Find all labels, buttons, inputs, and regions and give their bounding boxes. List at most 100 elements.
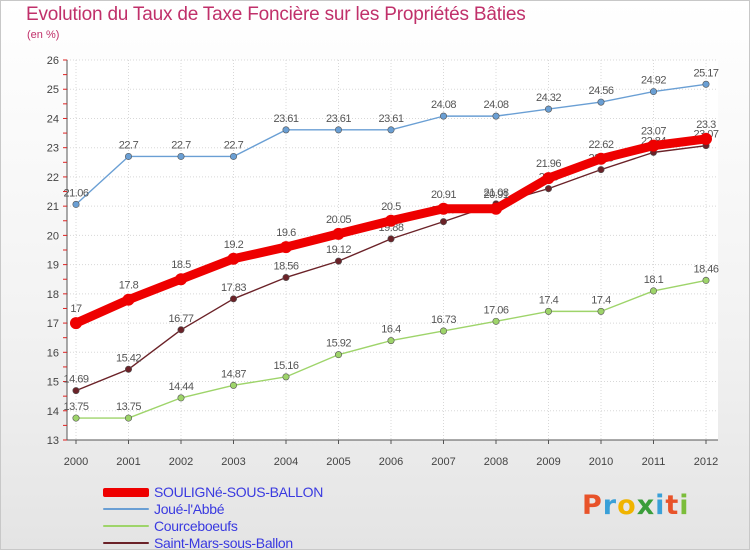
legend-swatch (103, 508, 149, 510)
data-label: 16.77 (168, 313, 193, 325)
data-point (230, 381, 238, 389)
y-tick-label: 14 (47, 406, 59, 418)
x-tick-label: 2002 (169, 456, 193, 468)
data-point (230, 152, 238, 160)
data-label: 17 (70, 303, 82, 315)
data-point (282, 373, 290, 381)
x-tick-label: 2006 (379, 456, 403, 468)
data-label: 22.62 (588, 139, 613, 151)
data-label: 14.44 (168, 381, 193, 393)
data-label: 20.05 (326, 214, 351, 226)
y-tick-label: 17 (47, 318, 59, 330)
data-point (385, 214, 397, 227)
data-label: 13.75 (63, 401, 88, 413)
y-tick-label: 22 (47, 172, 59, 184)
data-point (437, 202, 450, 215)
logo-letter: i (655, 490, 666, 521)
y-tick-label: 15 (47, 377, 59, 389)
data-point (649, 287, 657, 295)
legend-label: Saint-Mars-sous-Ballon (154, 535, 293, 551)
data-label: 25.17 (693, 67, 718, 79)
data-point (597, 166, 605, 174)
data-label: 18.46 (693, 263, 718, 275)
data-point (125, 414, 133, 422)
data-point (125, 152, 133, 160)
data-label: 23.3 (696, 119, 716, 131)
y-tick-label: 24 (47, 113, 59, 125)
data-point (542, 172, 555, 185)
data-point (439, 218, 447, 226)
chart-title: Evolution du Taux de Taxe Foncière sur l… (26, 4, 526, 25)
data-label: 14.87 (221, 368, 246, 380)
x-tick-label: 2009 (536, 456, 560, 468)
data-point (72, 200, 80, 208)
proxiti-logo: Proxiti (582, 490, 690, 521)
data-label: 24.56 (588, 85, 613, 97)
data-label: 13.75 (116, 401, 141, 413)
data-point (72, 387, 80, 395)
data-point (332, 227, 345, 240)
logo-letter: P (582, 490, 603, 521)
y-tick-label: 23 (47, 143, 59, 155)
data-label: 15.16 (273, 360, 298, 372)
data-label: 24.08 (431, 99, 456, 111)
data-point (597, 307, 605, 315)
data-label: 15.42 (116, 352, 141, 364)
data-label: 22.7 (224, 139, 244, 151)
data-label: 23.61 (273, 113, 298, 125)
data-label: 20.5 (381, 201, 401, 213)
data-point (282, 273, 290, 281)
legend-swatch (103, 542, 149, 544)
logo-letter: x (636, 490, 656, 521)
data-label: 18.1 (644, 274, 664, 286)
logo-letter: o (617, 490, 637, 521)
data-label: 22.7 (171, 139, 191, 151)
data-point (177, 326, 185, 334)
x-tick-label: 2000 (64, 456, 88, 468)
logo-letter: i (679, 490, 690, 521)
data-point (544, 185, 552, 193)
data-label: 21.06 (63, 187, 88, 199)
logo-letter: t (665, 490, 680, 521)
data-point (122, 293, 135, 306)
data-label: 16.4 (381, 324, 401, 336)
legend-swatch (103, 525, 149, 527)
y-tick-label: 18 (47, 289, 59, 301)
data-point (334, 257, 342, 265)
data-label: 15.92 (326, 338, 351, 350)
data-point (387, 126, 395, 134)
data-label: 18.56 (273, 260, 298, 272)
data-label: 19.2 (224, 239, 244, 251)
data-point (175, 273, 187, 286)
data-label: 17.4 (539, 294, 559, 306)
x-tick-label: 2008 (484, 456, 508, 468)
data-label: 19.12 (326, 244, 351, 256)
data-label: 21.96 (536, 158, 561, 170)
y-tick-label: 26 (47, 55, 59, 67)
data-point (702, 276, 710, 284)
data-point (702, 80, 710, 88)
data-label: 16.73 (431, 314, 456, 326)
y-axis-unit: (en %) (27, 29, 60, 41)
data-label: 22.7 (119, 139, 139, 151)
series-courceboeufs: 13.75 13.75 14.44 14.87 15.16 15.92 16.4 16.73 1… (63, 263, 719, 422)
data-label: 18.5 (171, 259, 191, 271)
data-point (334, 126, 342, 134)
data-point (595, 152, 607, 165)
y-tick-label: 25 (47, 84, 59, 96)
data-point (492, 112, 500, 120)
data-label: 17.83 (221, 282, 246, 294)
data-label: 23.07 (641, 126, 666, 138)
data-point (439, 327, 447, 335)
data-label: 19.6 (276, 227, 296, 239)
y-tick-label: 21 (47, 201, 59, 213)
data-point (544, 105, 552, 113)
data-point (597, 98, 605, 106)
data-point (544, 307, 552, 315)
data-label: 20.91 (431, 189, 456, 201)
data-point (230, 295, 238, 303)
data-label: 23.61 (326, 113, 351, 125)
data-point (492, 317, 500, 325)
data-label: 20.91 (483, 189, 508, 201)
